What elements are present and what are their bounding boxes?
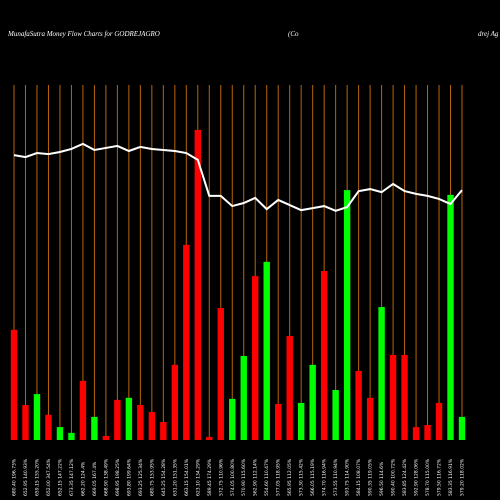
x-tick-label: 680.40 196.73% [12,458,18,496]
bar [297,402,305,440]
x-tick-label: 570.90 115.60% [241,458,247,496]
x-tick-label: 659.15 155.20% [34,458,40,496]
x-tick-label: 698.95 198.25% [115,458,121,496]
bar [10,329,18,440]
bar [309,364,316,440]
bar [332,390,339,440]
x-tick-label: 554.60 110.47% [264,458,270,496]
x-tick-label: 631.20 151.35% [172,458,178,496]
bar [240,356,247,440]
bar [171,364,179,440]
bar [56,427,64,440]
bar [320,271,328,440]
x-tick-label: 668.90 138.49% [103,458,109,496]
x-tick-label: 663.15 154.01% [184,458,190,496]
x-tick-label: 573.55 110.94% [333,458,339,496]
bar [343,190,351,440]
x-tick-label: 566.05 115.19% [310,458,316,496]
bar [229,398,236,440]
x-tick-label: 596.50 114.6% [379,461,385,496]
bar [114,399,121,440]
x-tick-label: 584.15 108.07% [356,458,362,496]
x-tick-label: 572.75 110.96% [218,458,224,496]
x-tick-label: 673.35 147.12% [69,458,75,496]
bar [125,397,133,440]
bar [447,194,454,440]
x-tick-label: 583.85 124.42% [402,458,408,496]
chart-title-part: drej Ag [478,30,499,38]
chart-title-part: (Co [288,30,299,38]
x-tick-label: 577.05 118.95% [276,458,282,496]
bar [45,414,52,440]
bar [458,416,466,440]
x-tick-label: 579.50 116.72% [437,458,443,496]
chart-title: MunafaSutra Money Flow Charts for GODREJ… [7,30,160,38]
x-tick-label: 592.90 128.06% [414,458,420,496]
x-tick-label: 593.75 114.90% [345,458,351,496]
x-tick-label: 578.70 115.00% [425,458,431,496]
x-tick-label: 574.05 100.80% [230,458,236,496]
x-tick-label: 583.35 116.91% [448,458,454,496]
bar [435,402,443,440]
bar [68,432,75,440]
x-tick-label: 693.25 125.34% [138,458,144,496]
bar [183,244,190,440]
x-tick-label: 669.05 167.4% [92,461,98,496]
bar [91,416,98,440]
bar [217,308,224,440]
bar [366,397,374,440]
bar [33,394,41,440]
x-tick-label: 652.15 147.22% [57,458,63,496]
x-tick-label: 662.20 124.4% [80,461,86,496]
x-tick-label: 574.70 116.94% [322,458,328,496]
x-tick-label: 589.45 174.29% [207,458,213,496]
x-tick-label: 565.95 112.05% [287,458,293,496]
money-flow-line [13,142,463,212]
bar [263,261,270,440]
bar [206,436,213,440]
bar [22,404,29,440]
x-tick-label: 652.95 140.93% [23,458,29,496]
bar [160,421,167,440]
bar [102,435,110,440]
bar [137,404,144,440]
bar [412,427,420,440]
bar [378,307,385,440]
x-tick-label: 590.35 119.05% [368,458,374,496]
bar [389,355,397,440]
bar [148,412,156,440]
x-tick-label: 652.00 347.54% [46,458,52,496]
bar [194,129,201,441]
bar [424,425,431,440]
x-tick-label: 693.80 199.64% [126,458,132,496]
x-tick-label: 562.90 112.14% [253,458,259,496]
x-tick-label: 680.75 153.95% [149,458,155,496]
x-tick-label: 590.40 100.72% [391,458,397,496]
x-tick-label: 645.25 154.28% [161,458,167,496]
bar [275,403,282,440]
bar [401,355,408,440]
bar [252,276,259,440]
bar [79,380,87,440]
x-tick-label: 579.20 118.02% [460,458,466,496]
x-tick-label: 623.10 134.29% [195,458,201,496]
x-tick-label: 573.30 115.42% [299,458,305,496]
bar [286,335,293,440]
bar [355,370,362,440]
